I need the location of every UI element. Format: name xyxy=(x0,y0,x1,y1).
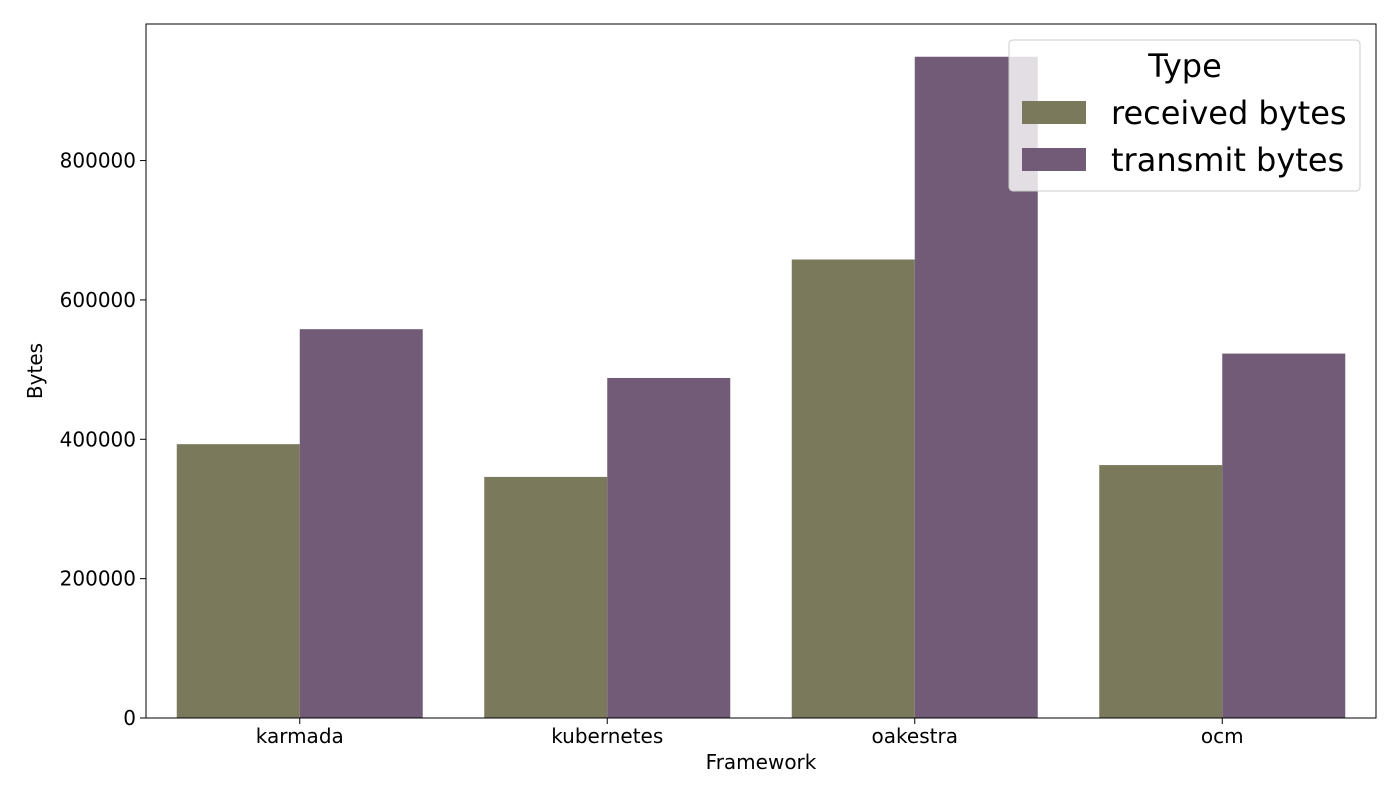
bar-received-bytes-karmada xyxy=(176,444,300,718)
bar-received-bytes-oakestra xyxy=(791,259,915,718)
y-axis-title: Bytes xyxy=(23,343,47,399)
bar-transmit-bytes-kubernetes xyxy=(607,377,731,718)
x-tick-label-karmada: karmada xyxy=(256,724,344,748)
y-tick-label: 600000 xyxy=(60,288,136,312)
legend-title: Type xyxy=(1147,47,1222,85)
y-tick-label: 200000 xyxy=(60,567,136,591)
y-tick-label: 400000 xyxy=(60,427,136,451)
y-tick-label: 800000 xyxy=(60,149,136,173)
x-tick-label-kubernetes: kubernetes xyxy=(551,724,663,748)
legend-label-transmit-bytes: transmit bytes xyxy=(1111,141,1344,179)
legend-label-received-bytes: received bytes xyxy=(1111,94,1347,132)
x-tick-label-ocm: ocm xyxy=(1201,724,1244,748)
x-axis: karmada kubernetes oakestra ocm xyxy=(256,718,1244,748)
y-tick-label: 0 xyxy=(123,706,136,730)
legend-swatch-received-bytes xyxy=(1022,101,1086,124)
bar-received-bytes-ocm xyxy=(1099,465,1223,718)
x-tick-label-oakestra: oakestra xyxy=(872,724,958,748)
legend-swatch-transmit-bytes xyxy=(1022,148,1086,171)
bars-layer xyxy=(176,56,1346,718)
legend-box xyxy=(1008,39,1361,192)
bar-transmit-bytes-karmada xyxy=(299,329,423,718)
x-axis-title: Framework xyxy=(706,750,817,774)
y-axis: 0 200000 400000 600000 800000 xyxy=(60,149,146,730)
bar-transmit-bytes-ocm xyxy=(1222,353,1346,718)
axes-frame xyxy=(145,23,1377,719)
legend: Type received bytes transmit bytes xyxy=(1008,39,1361,192)
bar-received-bytes-kubernetes xyxy=(484,476,608,718)
